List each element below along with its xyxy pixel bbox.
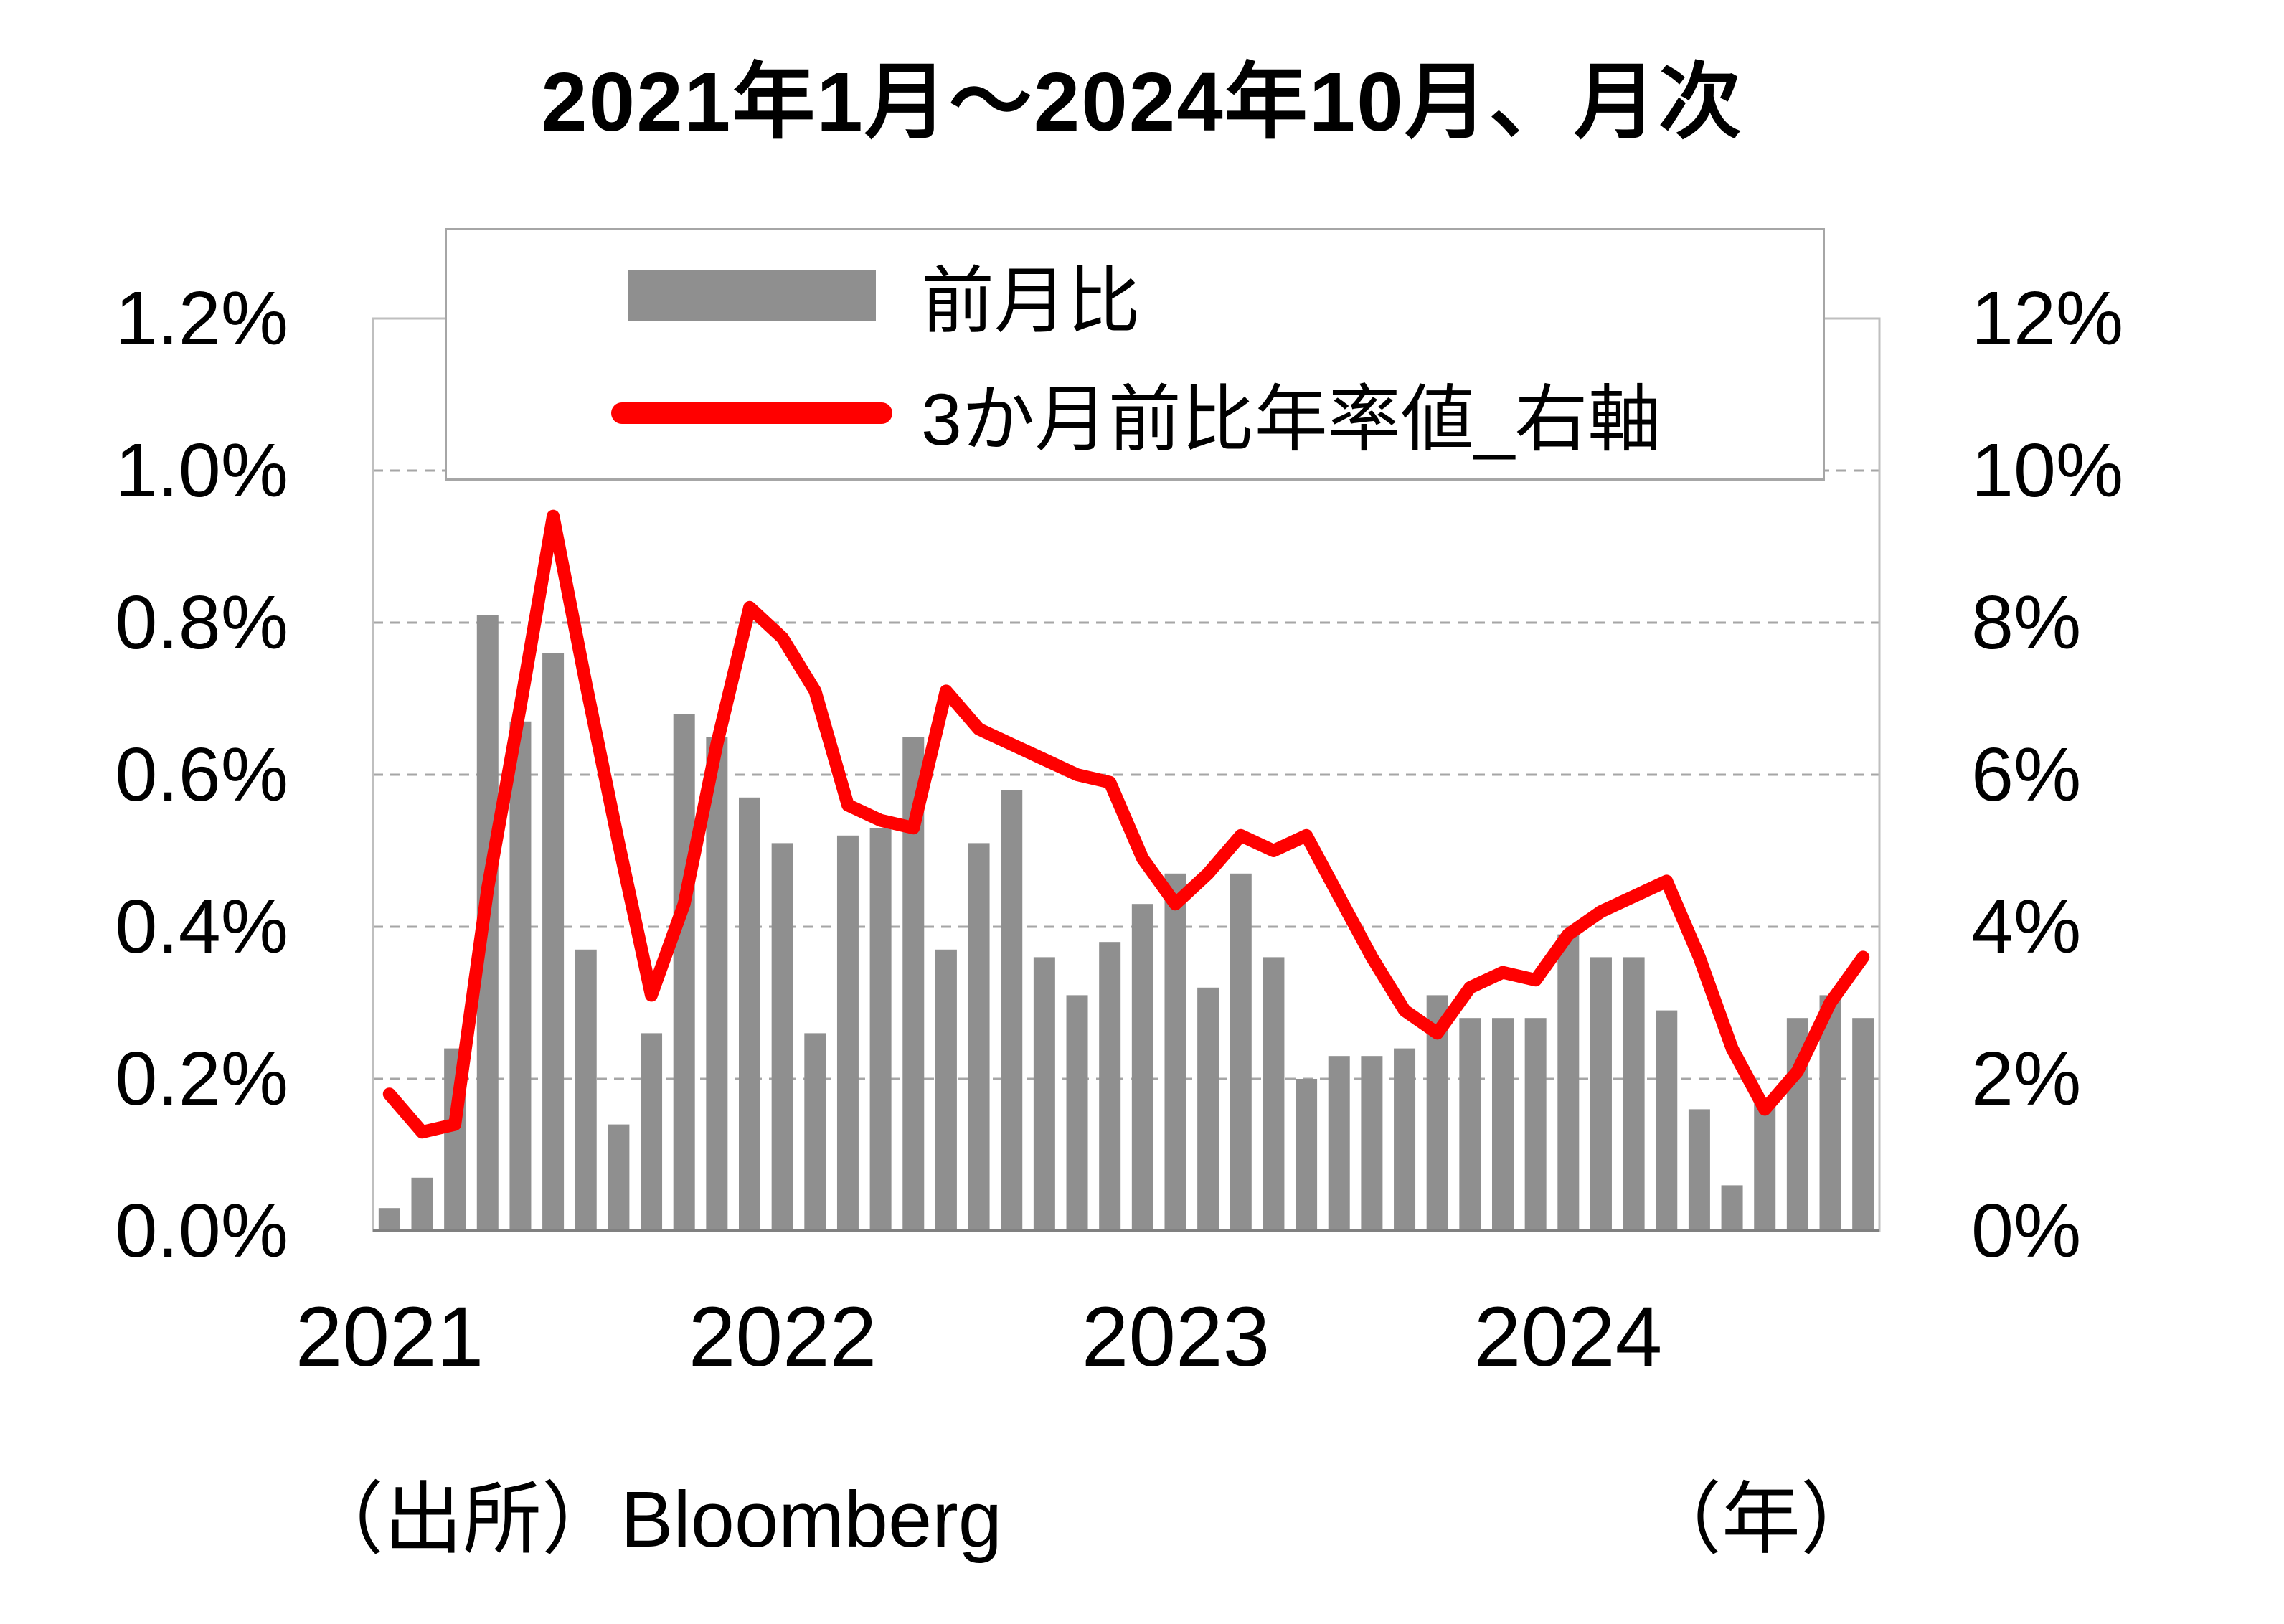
bar-2021-12 [739, 797, 760, 1231]
legend: 前月比 3か月前比年率値_右軸 [445, 228, 1825, 481]
x-axis-tick-2023: 2023 [1081, 1290, 1270, 1384]
bar-series-swatch-icon [628, 269, 876, 321]
bar-2021-02 [411, 1177, 433, 1231]
bar-2024-10 [1852, 1018, 1874, 1231]
bar-2024-05 [1688, 1109, 1710, 1231]
bar-2024-09 [1819, 995, 1841, 1231]
bar-2021-09 [641, 1033, 663, 1231]
chart-title: 2021年1月～2024年10月、月次 [541, 55, 1743, 148]
bar-2022-01 [771, 843, 793, 1231]
bar-2022-02 [804, 1033, 826, 1231]
bar-2024-04 [1656, 1010, 1678, 1231]
line-series [382, 509, 1870, 1139]
right-axis-tick: 0% [1971, 1189, 2082, 1273]
bar-2023-04 [1263, 957, 1285, 1231]
left-axis-tick: 1.0% [115, 428, 288, 513]
bar-2023-07 [1361, 1056, 1383, 1231]
bar-2023-03 [1230, 873, 1252, 1231]
x-axis-unit-label: （年） [1643, 1476, 1879, 1564]
left-axis-tick: 0.0% [115, 1189, 288, 1273]
source-note: （出所）Bloomberg [305, 1476, 1002, 1564]
bar-2023-10 [1459, 1018, 1481, 1231]
right-axis-tick: 6% [1971, 732, 2082, 817]
bar-2023-01 [1164, 873, 1186, 1231]
x-axis-tick-2022: 2022 [688, 1290, 877, 1384]
x-axis-tick-2024: 2024 [1473, 1290, 1663, 1384]
left-axis-tick: 0.2% [115, 1037, 288, 1121]
bar-2023-08 [1394, 1048, 1416, 1231]
legend-line-label: 3か月前比年率値_右軸 [921, 378, 1661, 461]
bar-2021-06 [542, 653, 565, 1231]
bar-2021-05 [509, 721, 532, 1231]
bar-2023-06 [1328, 1056, 1350, 1231]
bar-2022-10 [1066, 995, 1088, 1231]
bar-2023-02 [1197, 987, 1219, 1231]
x-axis-tick-2021: 2021 [295, 1290, 484, 1384]
right-axis-tick: 4% [1971, 884, 2082, 969]
bar-2023-12 [1524, 1018, 1547, 1231]
bar-2022-08 [1001, 790, 1023, 1231]
legend-item-bar: 前月比 [447, 242, 1823, 348]
bar-2022-12 [1131, 904, 1153, 1231]
right-axis-tick: 2% [1971, 1037, 2082, 1121]
bar-2024-02 [1590, 957, 1612, 1231]
bar-2024-06 [1721, 1185, 1743, 1231]
left-axis-tick: 0.4% [115, 884, 288, 969]
bar-2022-11 [1099, 942, 1121, 1231]
right-axis-tick: 12% [1971, 276, 2124, 361]
legend-item-line: 3か月前比年率値_右軸 [447, 361, 1823, 466]
right-axis-tick: 10% [1971, 428, 2124, 513]
bar-2024-01 [1557, 934, 1580, 1231]
bar-2023-05 [1296, 1079, 1318, 1231]
bar-2024-03 [1623, 957, 1645, 1231]
bar-2022-09 [1033, 957, 1055, 1231]
bar-2021-08 [608, 1124, 630, 1231]
left-axis-tick: 1.2% [115, 276, 288, 361]
bar-2021-01 [378, 1208, 400, 1231]
left-axis-tick: 0.6% [115, 732, 288, 817]
line-series-swatch-icon [611, 402, 892, 425]
bar-2021-07 [575, 949, 597, 1231]
bar-2022-07 [968, 843, 990, 1231]
bar-2024-07 [1754, 1101, 1776, 1231]
right-axis-tick: 8% [1971, 580, 2082, 665]
bar-2021-11 [706, 737, 728, 1231]
bar-2023-11 [1492, 1018, 1514, 1231]
bar-2022-04 [869, 828, 892, 1231]
bar-2022-06 [935, 949, 957, 1231]
left-axis-tick: 0.8% [115, 580, 288, 665]
legend-bar-label: 前月比 [921, 260, 1141, 343]
bar-2021-10 [673, 714, 695, 1231]
bar-2022-03 [836, 835, 859, 1231]
